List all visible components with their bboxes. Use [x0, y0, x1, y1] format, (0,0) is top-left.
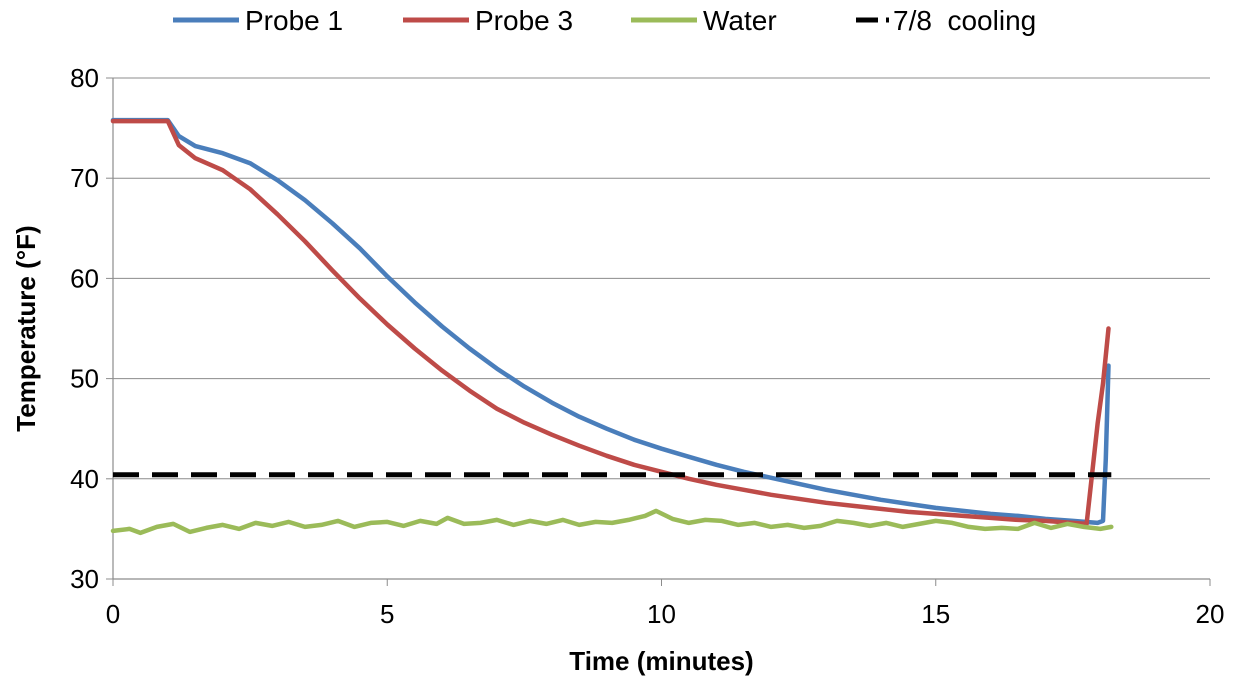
legend-label: Probe 1 — [245, 5, 343, 36]
y-axis-title: Temperature (°F) — [11, 225, 41, 431]
y-tick-label: 50 — [70, 364, 99, 394]
series-group — [110, 117, 1114, 536]
x-tick-label: 5 — [380, 599, 394, 629]
series-line-probe-1 — [110, 117, 1111, 526]
axes — [112, 78, 1211, 586]
legend-label: Water — [703, 5, 777, 36]
legend-label: Probe 3 — [475, 5, 573, 36]
y-tick-label: 80 — [70, 63, 99, 93]
legend-label: 7/8 cooling — [893, 5, 1036, 36]
y-tick-label: 40 — [70, 464, 99, 494]
y-tick-labels: 30 40 50 60 70 80 — [70, 63, 99, 594]
x-tick-label: 20 — [1196, 599, 1225, 629]
x-tick-labels: 0 5 10 15 20 — [106, 599, 1225, 629]
series-line-probe-3 — [110, 118, 1111, 527]
x-tick-label: 10 — [647, 599, 676, 629]
y-tick-label: 60 — [70, 263, 99, 293]
series-line-water — [110, 508, 1114, 536]
legend: Probe 1 Probe 3 Water 7/8 cooling — [173, 5, 1036, 36]
x-axis-title: Time (minutes) — [569, 646, 753, 676]
gridlines — [106, 77, 1210, 580]
x-tick-label: 0 — [106, 599, 120, 629]
y-tick-label: 30 — [70, 564, 99, 594]
y-tick-label: 70 — [70, 163, 99, 193]
x-tick-label: 15 — [921, 599, 950, 629]
